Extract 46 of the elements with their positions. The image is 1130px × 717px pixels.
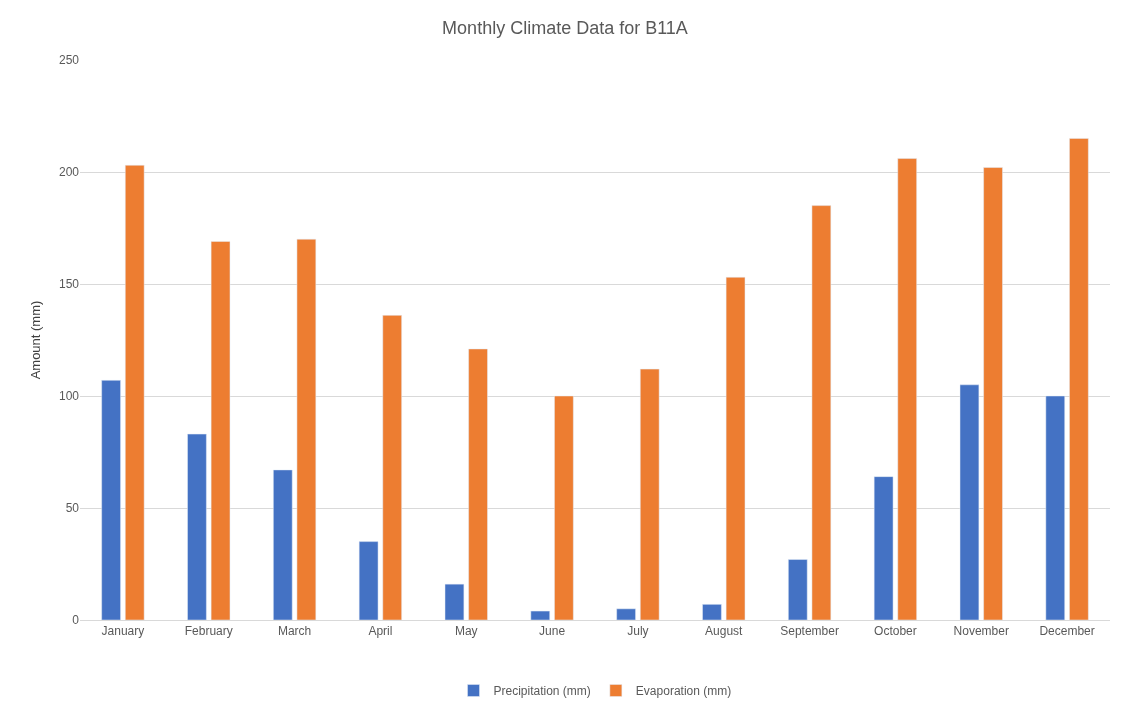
bar bbox=[873, 476, 894, 620]
x-tick-label: May bbox=[454, 624, 478, 639]
bar bbox=[554, 395, 574, 620]
y-axis-title: Amount (mm) bbox=[27, 300, 43, 380]
x-tick-label: November bbox=[953, 624, 1009, 639]
legend-label: Evaporation (mm) bbox=[635, 684, 732, 699]
y-tick-label: 50 bbox=[65, 501, 80, 516]
x-tick-label: October bbox=[874, 624, 917, 639]
y-tick-label: 0 bbox=[72, 613, 80, 628]
x-tick-label: July bbox=[627, 624, 649, 639]
y-tick-label: 100 bbox=[58, 389, 80, 404]
bar bbox=[382, 315, 402, 620]
bar bbox=[788, 559, 808, 620]
bar bbox=[959, 384, 980, 620]
y-tick-label: 200 bbox=[58, 165, 80, 180]
bar bbox=[897, 158, 917, 620]
bar bbox=[725, 277, 746, 620]
x-tick-label: August bbox=[705, 624, 744, 639]
bar bbox=[210, 241, 231, 620]
bar bbox=[101, 380, 121, 620]
bar bbox=[187, 433, 207, 620]
bar bbox=[640, 368, 660, 620]
x-tick-label: April bbox=[368, 624, 393, 639]
y-tick-label: 250 bbox=[58, 53, 80, 68]
bar bbox=[983, 167, 1003, 620]
bar bbox=[811, 205, 832, 620]
x-tick-label: June bbox=[539, 624, 566, 639]
x-tick-label: January bbox=[101, 624, 145, 639]
bar bbox=[616, 608, 636, 620]
bar bbox=[468, 348, 488, 620]
x-tick-label: March bbox=[277, 624, 312, 639]
bar bbox=[358, 541, 379, 620]
bar bbox=[530, 610, 550, 620]
bar bbox=[125, 165, 145, 620]
bar bbox=[702, 604, 722, 620]
x-tick-label: December bbox=[1039, 624, 1095, 639]
chart-title: Monthly Climate Data for B11A bbox=[442, 18, 688, 39]
bar bbox=[1069, 138, 1089, 620]
bar bbox=[273, 469, 293, 620]
x-tick-label: September bbox=[780, 624, 839, 639]
bar bbox=[444, 583, 465, 620]
x-tick-label: February bbox=[184, 624, 233, 639]
bar bbox=[296, 238, 317, 620]
y-tick-label: 150 bbox=[58, 277, 80, 292]
bar bbox=[1045, 395, 1065, 620]
legend-label: Precipitation (mm) bbox=[493, 684, 591, 699]
